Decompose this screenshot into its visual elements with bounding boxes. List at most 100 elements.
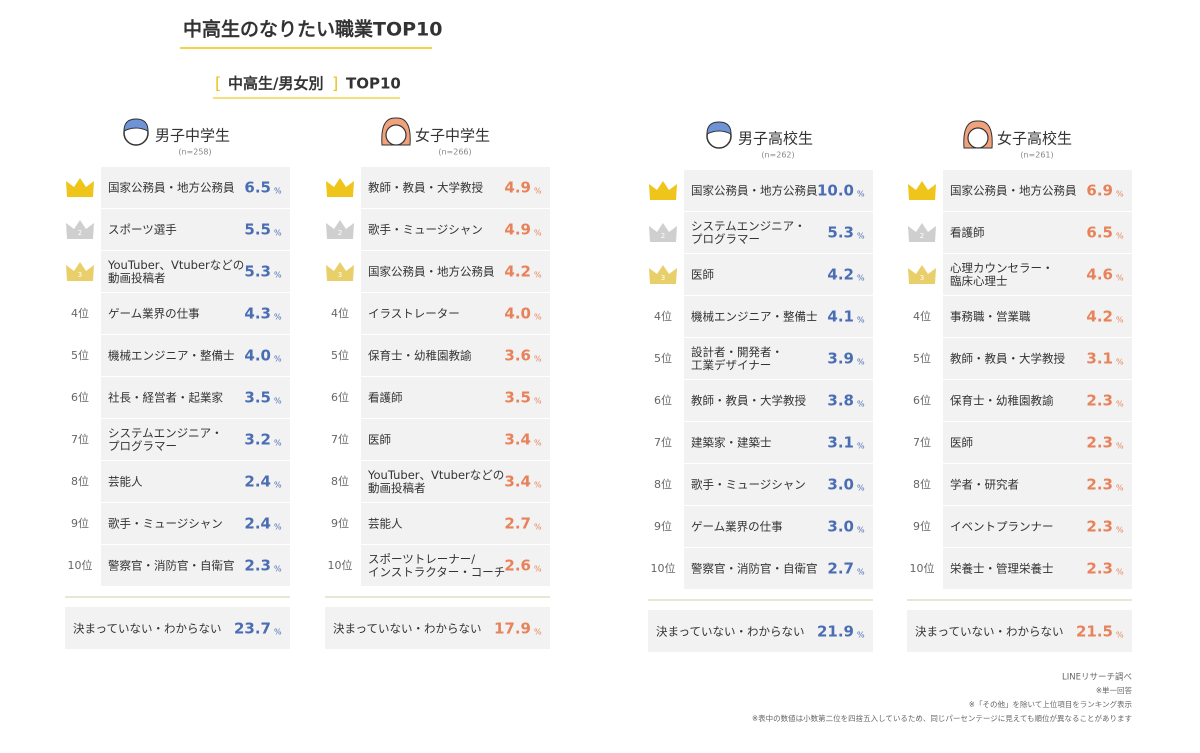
job-name: 国家公務員・地方公務員 [950,184,1077,198]
job-name: ゲーム業界の仕事 [108,307,200,321]
undecided-value: 21.5 [1076,623,1113,641]
group-n: (n=258) [178,148,211,157]
job-name: 臨床心理士 [950,274,1008,288]
unit: % [857,631,865,640]
value: 5.3 [244,263,271,281]
job-name: 動画投稿者 [368,481,426,495]
job-name: システムエンジニア・ [108,426,223,440]
undecided-label: 決まっていない・わからない [333,622,481,636]
undecided-bg [65,607,290,649]
job-name: 機械エンジニア・整備士 [691,310,818,324]
group-label: 男子高校生 [738,130,813,148]
value: 3.2 [244,431,271,449]
value: 6.5 [244,179,271,197]
unit: % [274,229,282,238]
rank-label: 10位 [328,558,353,572]
unit: % [274,355,282,364]
unit: % [534,523,542,532]
row-bg [101,293,290,334]
unit: % [1116,442,1124,451]
crown-rank: 3 [338,271,342,279]
value: 6.5 [1086,224,1113,242]
crown-rank: 3 [661,274,665,282]
rank-label: 9位 [331,516,349,530]
crown-icon [908,265,936,284]
value: 5.5 [244,221,271,239]
value: 3.6 [504,347,531,365]
job-name: 教師・教員・大学教授 [691,394,806,408]
job-name: 医師 [368,433,391,447]
rank-label: 6位 [913,393,931,407]
job-name: 警察官・消防官・自衛官 [691,562,818,576]
rank-label: 5位 [71,348,89,362]
job-name: 国家公務員・地方公務員 [691,184,818,198]
row-bg [943,338,1132,379]
row-bg [361,503,550,544]
unit: % [534,481,542,490]
unit: % [1116,358,1124,367]
job-name: 学者・研究者 [950,478,1019,492]
rank-label: 4位 [71,306,89,320]
job-name: スポーツ選手 [108,223,177,237]
unit: % [1116,484,1124,493]
unit: % [274,271,282,280]
face-icon [967,127,989,149]
value: 3.0 [827,518,854,536]
row-bg [361,419,550,460]
unit: % [857,400,865,409]
value: 2.3 [1086,392,1113,410]
row-bg [101,335,290,376]
job-name: プログラマー [108,439,177,453]
unit: % [274,187,282,196]
job-name: 国家公務員・地方公務員 [368,265,495,279]
undecided-label: 決まっていない・わからない [73,622,221,636]
group-n: (n=266) [438,148,471,157]
job-name: 社長・経営者・起業家 [108,391,223,405]
value: 4.1 [827,308,854,326]
value: 2.4 [244,473,271,491]
row-bg [943,548,1132,589]
job-name: 建築家・建築士 [691,436,772,450]
row-bg [684,254,873,295]
value: 3.1 [827,434,854,452]
job-name: システムエンジニア・ [691,219,806,233]
row-bg [361,167,550,208]
value: 5.3 [827,224,854,242]
unit: % [857,316,865,325]
job-name: 機械エンジニア・整備士 [108,349,235,363]
job-name: 芸能人 [368,517,403,531]
bracket: [ [215,74,221,93]
crown-icon [649,223,677,242]
row-bg [684,506,873,547]
undecided-value: 17.9 [494,620,531,638]
rank-label: 8位 [913,477,931,491]
row-bg [684,422,873,463]
value: 3.1 [1086,350,1113,368]
unit: % [1116,316,1124,325]
undecided-label: 決まっていない・わからない [915,625,1063,639]
subtitle-suffix: TOP10 [346,75,401,93]
face-icon [385,124,407,146]
rank-label: 9位 [913,519,931,533]
value: 2.3 [1086,434,1113,452]
job-name: 工業デザイナー [691,358,771,372]
job-name: 医師 [950,436,973,450]
unit: % [857,526,865,535]
undecided-bg [907,610,1132,652]
rank-label: 4位 [913,309,931,323]
value: 3.4 [504,473,531,491]
unit: % [534,229,542,238]
crown-icon [649,181,677,200]
job-name: 看護師 [950,226,985,240]
value: 4.2 [1086,308,1113,326]
rank-label: 7位 [654,435,672,449]
job-name: 教師・教員・大学教授 [368,181,483,195]
job-name: 心理カウンセラー・ [950,261,1054,275]
row-bg [684,212,873,253]
unit: % [534,271,542,280]
rank-label: 7位 [913,435,931,449]
row-bg [684,380,873,421]
job-name: 看護師 [368,391,403,405]
undecided-label: 決まっていない・わからない [656,625,804,639]
